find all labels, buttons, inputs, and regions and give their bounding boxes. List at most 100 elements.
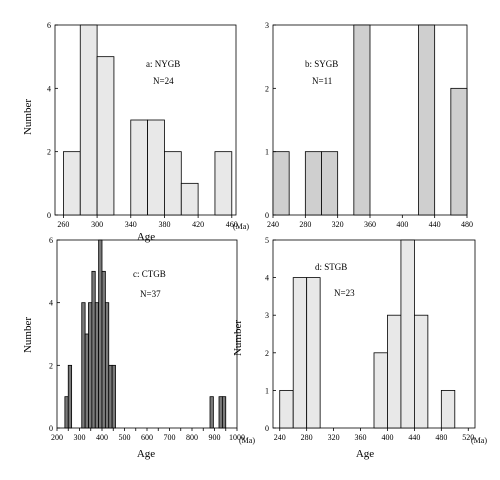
histogram-bar (440, 389, 456, 429)
histogram-bar (67, 364, 73, 429)
x-tick-label: 520 (462, 433, 474, 442)
panel-a-unit: (Ma) (233, 222, 249, 231)
histogram-bar (214, 151, 233, 216)
panel-a: a: NYGB N=24 Number Age (Ma) 260 300 340 38… (22, 21, 249, 243)
y-tick-label: 0 (265, 211, 269, 220)
histogram-bar (96, 56, 115, 216)
histogram-bar (91, 270, 96, 429)
x-tick-label: 360 (364, 220, 376, 229)
x-tick-label: 400 (96, 433, 108, 442)
x-tick-label: 260 (57, 220, 69, 229)
panel-a-ylabel: Number (22, 99, 34, 135)
histogram-bar (108, 364, 113, 429)
panel-a-label: a: NYGB (146, 59, 180, 69)
x-tick-label: 280 (299, 220, 311, 229)
histogram-bar (413, 314, 429, 429)
panel-d-ylabel: Number (232, 320, 244, 356)
panel-d-n: N=23 (334, 288, 355, 298)
panel-b: b: SYGB N=11 240 280 320 360 400 440 480 0 1 2 3 (265, 21, 473, 229)
histogram-bar (63, 151, 81, 216)
panel-b-n: N=11 (312, 76, 332, 86)
x-tick-label: 280 (301, 433, 313, 442)
panel-c-unit: (Ma) (239, 436, 255, 445)
y-tick-label: 0 (49, 424, 53, 433)
histogram-bar (81, 302, 86, 429)
histogram-bar (64, 396, 69, 429)
panel-a-n: N=24 (153, 76, 174, 86)
panel-d-xlabel: Age (356, 448, 374, 460)
x-tick-label: 900 (209, 433, 221, 442)
histogram-bar (111, 364, 116, 429)
histogram-bar (450, 87, 468, 216)
x-tick-label: 200 (51, 433, 63, 442)
histogram-bar (292, 277, 308, 429)
panel-a-xlabel: Age (137, 231, 155, 243)
y-tick-label: 2 (265, 84, 269, 93)
y-tick-label: 0 (265, 424, 269, 433)
panel-d-label: d: STGB (315, 262, 347, 272)
histogram-bar (306, 277, 321, 429)
x-tick-label: 800 (186, 433, 198, 442)
histogram-bar (147, 119, 165, 216)
y-tick-label: 5 (265, 236, 269, 245)
histogram-bar (84, 333, 89, 429)
histogram-bar (130, 119, 149, 216)
panel-c-ylabel: Number (22, 317, 34, 353)
panel-d-unit: (Ma) (471, 436, 487, 445)
histogram-bar (221, 396, 227, 429)
histogram-bar (373, 352, 388, 429)
histogram-bar (94, 302, 100, 429)
y-tick-label: 3 (265, 311, 269, 320)
x-tick-label: 480 (435, 433, 447, 442)
histogram-bar (304, 151, 322, 216)
y-tick-label: 4 (49, 299, 53, 308)
x-tick-label: 240 (267, 220, 279, 229)
histogram-bar (88, 302, 93, 429)
y-tick-label: 3 (265, 21, 269, 30)
histogram-bar (321, 151, 339, 216)
histogram-bar (164, 151, 182, 216)
x-tick-label: 420 (192, 220, 204, 229)
panel-b-label: b: SYGB (305, 59, 338, 69)
x-tick-label: 320 (328, 433, 340, 442)
panel-d: d: STGB N=23 Number Age (Ma) 240 280 320 36… (232, 236, 487, 460)
histogram-bar (418, 24, 436, 216)
x-tick-label: 600 (141, 433, 153, 442)
x-tick-label: 440 (429, 220, 441, 229)
panel-c-xlabel: Age (137, 448, 155, 460)
y-tick-label: 2 (265, 349, 269, 358)
histogram-bar (101, 270, 106, 429)
y-tick-label: 2 (47, 148, 51, 157)
x-tick-label: 500 (119, 433, 131, 442)
histogram-bar (180, 182, 199, 216)
histogram-bar (353, 24, 371, 216)
x-tick-label: 340 (125, 220, 137, 229)
x-tick-label: 460 (226, 220, 238, 229)
x-tick-label: 1000 (229, 433, 245, 442)
x-tick-label: 300 (91, 220, 103, 229)
histogram-bar (209, 396, 214, 429)
y-tick-label: 1 (265, 386, 269, 395)
x-tick-label: 240 (274, 433, 286, 442)
y-tick-label: 0 (47, 211, 51, 220)
panel-c: c: CTGB N=37 Number Age (Ma) 200 300 400 50… (22, 236, 255, 460)
x-tick-label: 320 (332, 220, 344, 229)
panel-c-label: c: CTGB (133, 269, 166, 279)
x-tick-label: 380 (158, 220, 170, 229)
y-tick-label: 6 (47, 21, 51, 30)
x-tick-label: 300 (74, 433, 86, 442)
x-tick-label: 480 (461, 220, 473, 229)
x-tick-label: 700 (164, 433, 176, 442)
y-tick-label: 4 (265, 274, 269, 283)
histogram-bar (104, 302, 110, 429)
y-tick-label: 1 (265, 148, 269, 157)
histogram-bar (400, 239, 415, 429)
x-tick-label: 360 (355, 433, 367, 442)
histogram-bar (218, 396, 223, 429)
histogram-bar (98, 239, 103, 429)
x-tick-label: 400 (396, 220, 408, 229)
histogram-bar (272, 151, 290, 216)
histogram-bar (279, 389, 294, 429)
y-tick-label: 4 (47, 84, 51, 93)
